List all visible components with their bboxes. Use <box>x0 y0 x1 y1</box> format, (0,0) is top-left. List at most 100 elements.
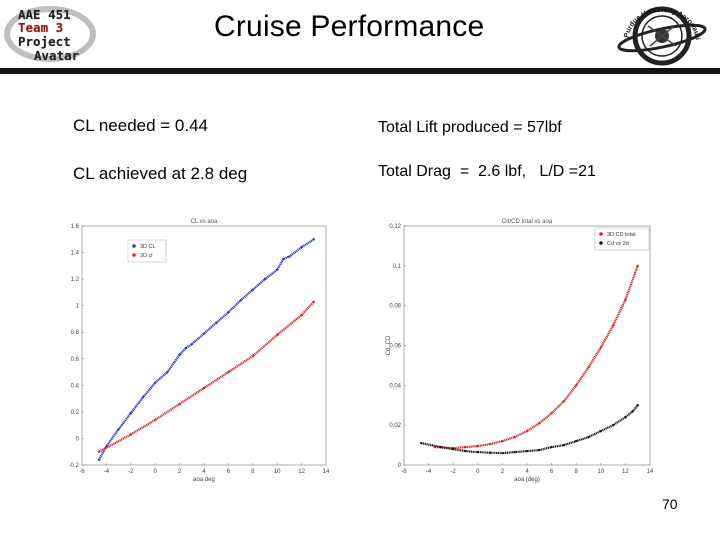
legend-label: 2D cl <box>140 253 153 259</box>
data-point <box>251 288 254 291</box>
data-point <box>282 257 285 261</box>
data-point <box>251 354 254 358</box>
data-point <box>129 412 132 415</box>
data-point <box>288 255 291 258</box>
legend-marker <box>599 241 603 245</box>
x-tick-label: 0 <box>154 469 158 475</box>
y-tick-label: 0.4 <box>71 383 80 389</box>
cl-needed-text: CL needed = 0.44 <box>73 116 209 135</box>
y-tick-label: 0.8 <box>71 330 80 336</box>
total-lift-text: Total Lift produced = 57lbf <box>378 119 562 136</box>
x-tick-label: 4 <box>202 469 206 475</box>
data-point <box>538 421 541 425</box>
y-tick-label: 0.06 <box>389 344 401 350</box>
legend-marker <box>132 253 136 257</box>
x-axis-label: aoa deg <box>193 477 215 483</box>
legend-marker <box>599 232 603 236</box>
data-point <box>631 410 634 413</box>
logo-line-course: AAE 451 <box>18 7 71 22</box>
data-point <box>587 435 590 439</box>
data-point <box>276 268 279 272</box>
x-tick-label: 2 <box>178 469 182 475</box>
data-point <box>464 449 467 453</box>
data-point <box>300 246 303 249</box>
data-point <box>129 433 132 436</box>
logo-line-project: Project <box>18 34 71 49</box>
cl-achieved-text: CL achieved at 2.8 deg <box>73 164 248 183</box>
data-point <box>550 412 553 415</box>
x-tick-label: 0 <box>476 469 480 475</box>
data-point <box>117 427 120 431</box>
data-point <box>501 451 504 455</box>
y-tick-label: 1 <box>76 304 80 310</box>
data-point <box>227 311 230 314</box>
header-rule <box>0 68 720 74</box>
x-tick-label: 14 <box>647 469 654 475</box>
data-point <box>575 439 578 443</box>
series-line-1 <box>434 265 639 450</box>
data-point <box>587 366 590 369</box>
cl-vs-aoa-chart: CL vs aoa -6 -4 -2 0 2 4 6 8 10 12 14 -0.2 0 0.2 0.4 0.6… <box>58 210 330 485</box>
data-point <box>611 423 615 427</box>
data-point <box>439 445 443 449</box>
total-drag-text: Total Drag = 2.6 lbf, L/D =21 <box>378 163 596 180</box>
data-point <box>97 458 101 461</box>
chart-title: Cd/CD total vs aoa <box>502 219 553 225</box>
legend-label: 3D CL <box>140 244 156 250</box>
y-tick-label: 0.02 <box>389 423 401 429</box>
data-point <box>538 448 541 452</box>
data-point <box>562 400 566 403</box>
x-tick-label: -4 <box>426 469 432 475</box>
data-point <box>239 299 242 302</box>
data-point <box>575 384 578 387</box>
x-axis-label: aoa (deg) <box>514 477 540 483</box>
legend-marker <box>132 244 136 248</box>
data-point <box>488 451 492 454</box>
data-point <box>525 429 529 433</box>
data-point <box>420 441 423 445</box>
logo-ring <box>4 6 96 62</box>
data-point <box>488 442 492 446</box>
data-point <box>312 300 315 303</box>
data-point <box>476 450 479 454</box>
x-tick-label: 6 <box>550 469 554 475</box>
y-tick-label: 0.2 <box>71 410 80 416</box>
x-tick-label: -6 <box>401 469 407 475</box>
data-point <box>202 386 206 390</box>
data-point <box>599 346 602 349</box>
y-tick-label: 0.08 <box>389 304 401 310</box>
data-point <box>501 439 504 443</box>
slide-title: Cruise Performance <box>214 10 485 43</box>
x-tick-label: 12 <box>622 469 629 475</box>
x-tick-label: -2 <box>128 469 134 475</box>
chart-title: CL vs aoa <box>191 219 218 225</box>
data-point <box>166 370 169 374</box>
data-point <box>312 238 315 241</box>
y-tick-label: 0.04 <box>389 383 401 389</box>
x-tick-label: 4 <box>525 469 529 475</box>
y-tick-label: 1.4 <box>71 251 80 257</box>
data-point <box>513 450 516 454</box>
logo-line-team: Team 3 <box>18 20 64 35</box>
x-tick-label: 10 <box>274 469 281 475</box>
x-tick-label: -2 <box>451 469 457 475</box>
x-tick-label: -4 <box>104 469 110 475</box>
data-point <box>599 429 602 433</box>
y-tick-label: -0.2 <box>69 463 80 469</box>
x-tick-label: 6 <box>227 469 231 475</box>
data-point <box>202 332 206 335</box>
x-tick-label: 2 <box>501 469 505 475</box>
purdue-logo: Purdue University Aeronautics & Astronau… <box>612 2 707 66</box>
y-tick-label: 1.6 <box>71 224 80 230</box>
data-point <box>300 313 303 317</box>
legend-box <box>127 239 167 263</box>
data-point <box>624 416 627 419</box>
data-point <box>525 449 529 453</box>
y-tick-label: 1.2 <box>71 277 80 283</box>
legend-box <box>594 227 650 251</box>
data-point <box>452 447 455 451</box>
y-tick-label: 0 <box>398 463 402 469</box>
data-point <box>562 443 566 447</box>
data-point <box>624 298 627 301</box>
data-point <box>476 444 479 448</box>
